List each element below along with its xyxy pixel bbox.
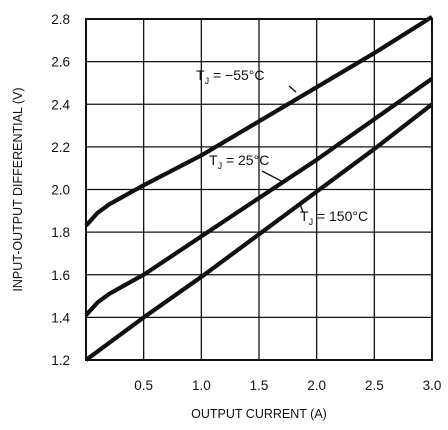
y-tick-label: 2.8	[51, 12, 70, 27]
x-axis-label: OUTPUT CURRENT (A)	[191, 407, 327, 421]
x-tick-labels: 0.5 1.0 1.5 2.0 2.5 3.0	[134, 378, 441, 393]
series-line-0	[84, 15, 434, 228]
y-tick-labels: 1.2 1.4 1.6 1.8 2.0 2.2 2.4 2.6 2.8	[51, 12, 70, 368]
series-line-2	[84, 102, 434, 362]
annotation-leader-0	[288, 85, 297, 93]
y-tick-label: 1.6	[51, 268, 70, 283]
x-tick-label: 0.5	[134, 378, 153, 393]
series-line-1	[84, 76, 434, 317]
annotation-minus55: TJ = −55°C	[196, 67, 264, 86]
x-tick-label: 2.5	[365, 378, 384, 393]
x-tick-label: 1.0	[192, 378, 211, 393]
annotation-25: TJ = 25°C	[209, 152, 269, 171]
annotation-leaders	[261, 85, 304, 213]
y-axis-label: INPUT-OUTPUT DIFFERENTIAL (V)	[11, 87, 25, 291]
annotation-leader-1	[261, 170, 284, 183]
plot-frame	[85, 18, 433, 361]
y-tick-label: 2.2	[51, 140, 70, 155]
annotation-150: TJ = 150°C	[300, 208, 368, 227]
annotation-leader-2	[299, 203, 304, 213]
y-tick-label: 1.2	[51, 353, 70, 368]
y-tick-label: 1.4	[51, 310, 70, 325]
x-tick-label: 3.0	[423, 378, 442, 393]
x-tick-label: 2.0	[307, 378, 326, 393]
x-tick-label: 1.5	[250, 378, 269, 393]
y-tick-label: 2.0	[51, 183, 70, 198]
y-tick-label: 2.4	[51, 97, 70, 112]
series-lines	[84, 15, 434, 362]
y-tick-label: 1.8	[51, 225, 70, 240]
y-tick-label: 2.6	[51, 55, 70, 70]
